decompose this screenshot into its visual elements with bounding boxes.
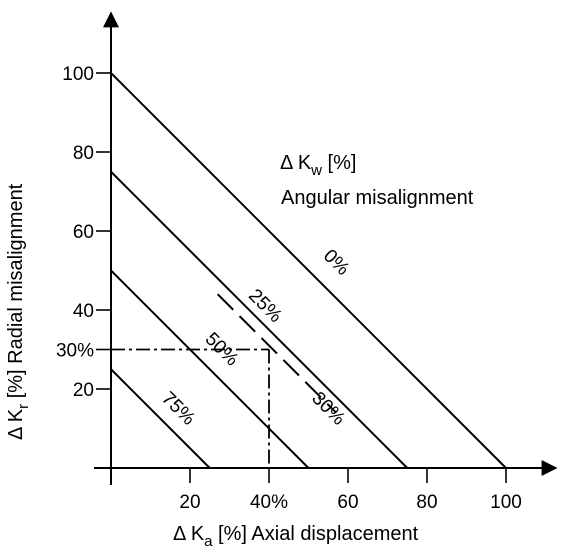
series-label: 0% bbox=[319, 246, 353, 280]
y-tick-label: 60 bbox=[73, 222, 94, 243]
x-tick-label: 40% bbox=[250, 492, 288, 513]
x-tick-label: 80 bbox=[416, 492, 437, 513]
series-label: 25% bbox=[244, 285, 286, 327]
legend-subtitle: Angular misalignment bbox=[281, 187, 474, 209]
x-tick-label: 20 bbox=[179, 492, 200, 513]
series-label: 75% bbox=[157, 388, 199, 430]
series-line bbox=[110, 368, 211, 469]
chart-labels: 20 40% 60 80 100 20 30% 40 60 80 100 0% 25%50%75% 30%… bbox=[5, 64, 522, 550]
legend-title: Δ Kw [%] bbox=[280, 152, 356, 179]
y-tick-label: 100 bbox=[62, 64, 94, 85]
y-tick-label: 80 bbox=[73, 143, 94, 164]
reference-label: 30% bbox=[307, 388, 349, 430]
series-line bbox=[110, 72, 507, 469]
series-lines bbox=[110, 72, 507, 469]
y-tick-label: 20 bbox=[73, 380, 94, 401]
series-label: 50% bbox=[201, 329, 243, 371]
y-tick-label: 30% bbox=[56, 341, 94, 362]
series-line bbox=[110, 269, 310, 469]
axes bbox=[94, 11, 558, 485]
reference-line bbox=[216, 293, 337, 414]
x-axis-title: Δ Ka [%] Axial displacement bbox=[173, 523, 419, 550]
series-line bbox=[110, 171, 408, 469]
y-tick-label: 40 bbox=[73, 301, 94, 322]
x-tick-label: 100 bbox=[490, 492, 522, 513]
x-tick-label: 60 bbox=[337, 492, 358, 513]
y-axis-title: Δ Kr [%] Radial misalignment bbox=[5, 183, 32, 440]
